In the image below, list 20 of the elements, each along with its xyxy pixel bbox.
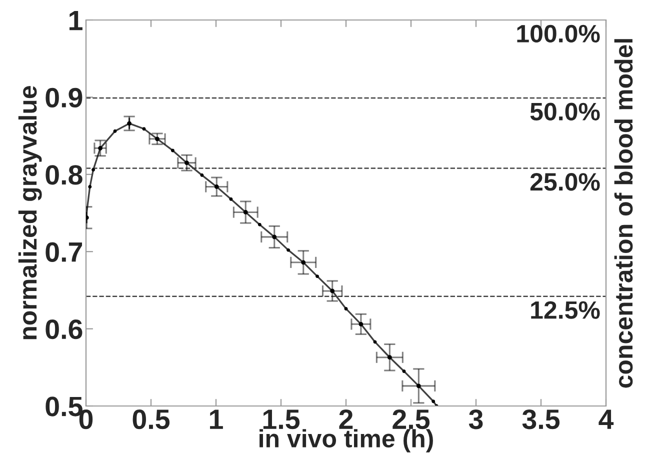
x-tick-label: 1 — [210, 410, 223, 429]
x-tick-label: 1.5 — [263, 410, 300, 430]
annotation: 100.0% — [517, 24, 600, 43]
y-axis-title: normalized grayvalue — [18, 86, 42, 340]
annotation: 12.5% — [531, 301, 600, 319]
y-tick-label: 1 — [70, 10, 82, 30]
x-axis-title: in vivo time (h) — [260, 429, 433, 452]
y-tick-label: 0.9 — [46, 88, 82, 108]
x-tick-label: 3 — [468, 410, 483, 430]
y-tick-label: 0.8 — [46, 165, 82, 185]
y-tick-label: 0.7 — [46, 242, 82, 262]
annotation: 25.0% — [530, 173, 600, 191]
x-tick-label: 4 — [598, 410, 614, 429]
x-tick-label: 0.5 — [132, 410, 170, 430]
x-tick-label: 3.5 — [522, 410, 560, 430]
y-tick-label: 0.6 — [46, 319, 82, 340]
annotation: 50.0% — [530, 102, 600, 120]
y2-axis-title: concentration of blood model — [614, 39, 633, 388]
x-tick-label: 2.5 — [392, 410, 430, 430]
x-tick-label: 2 — [339, 410, 353, 429]
